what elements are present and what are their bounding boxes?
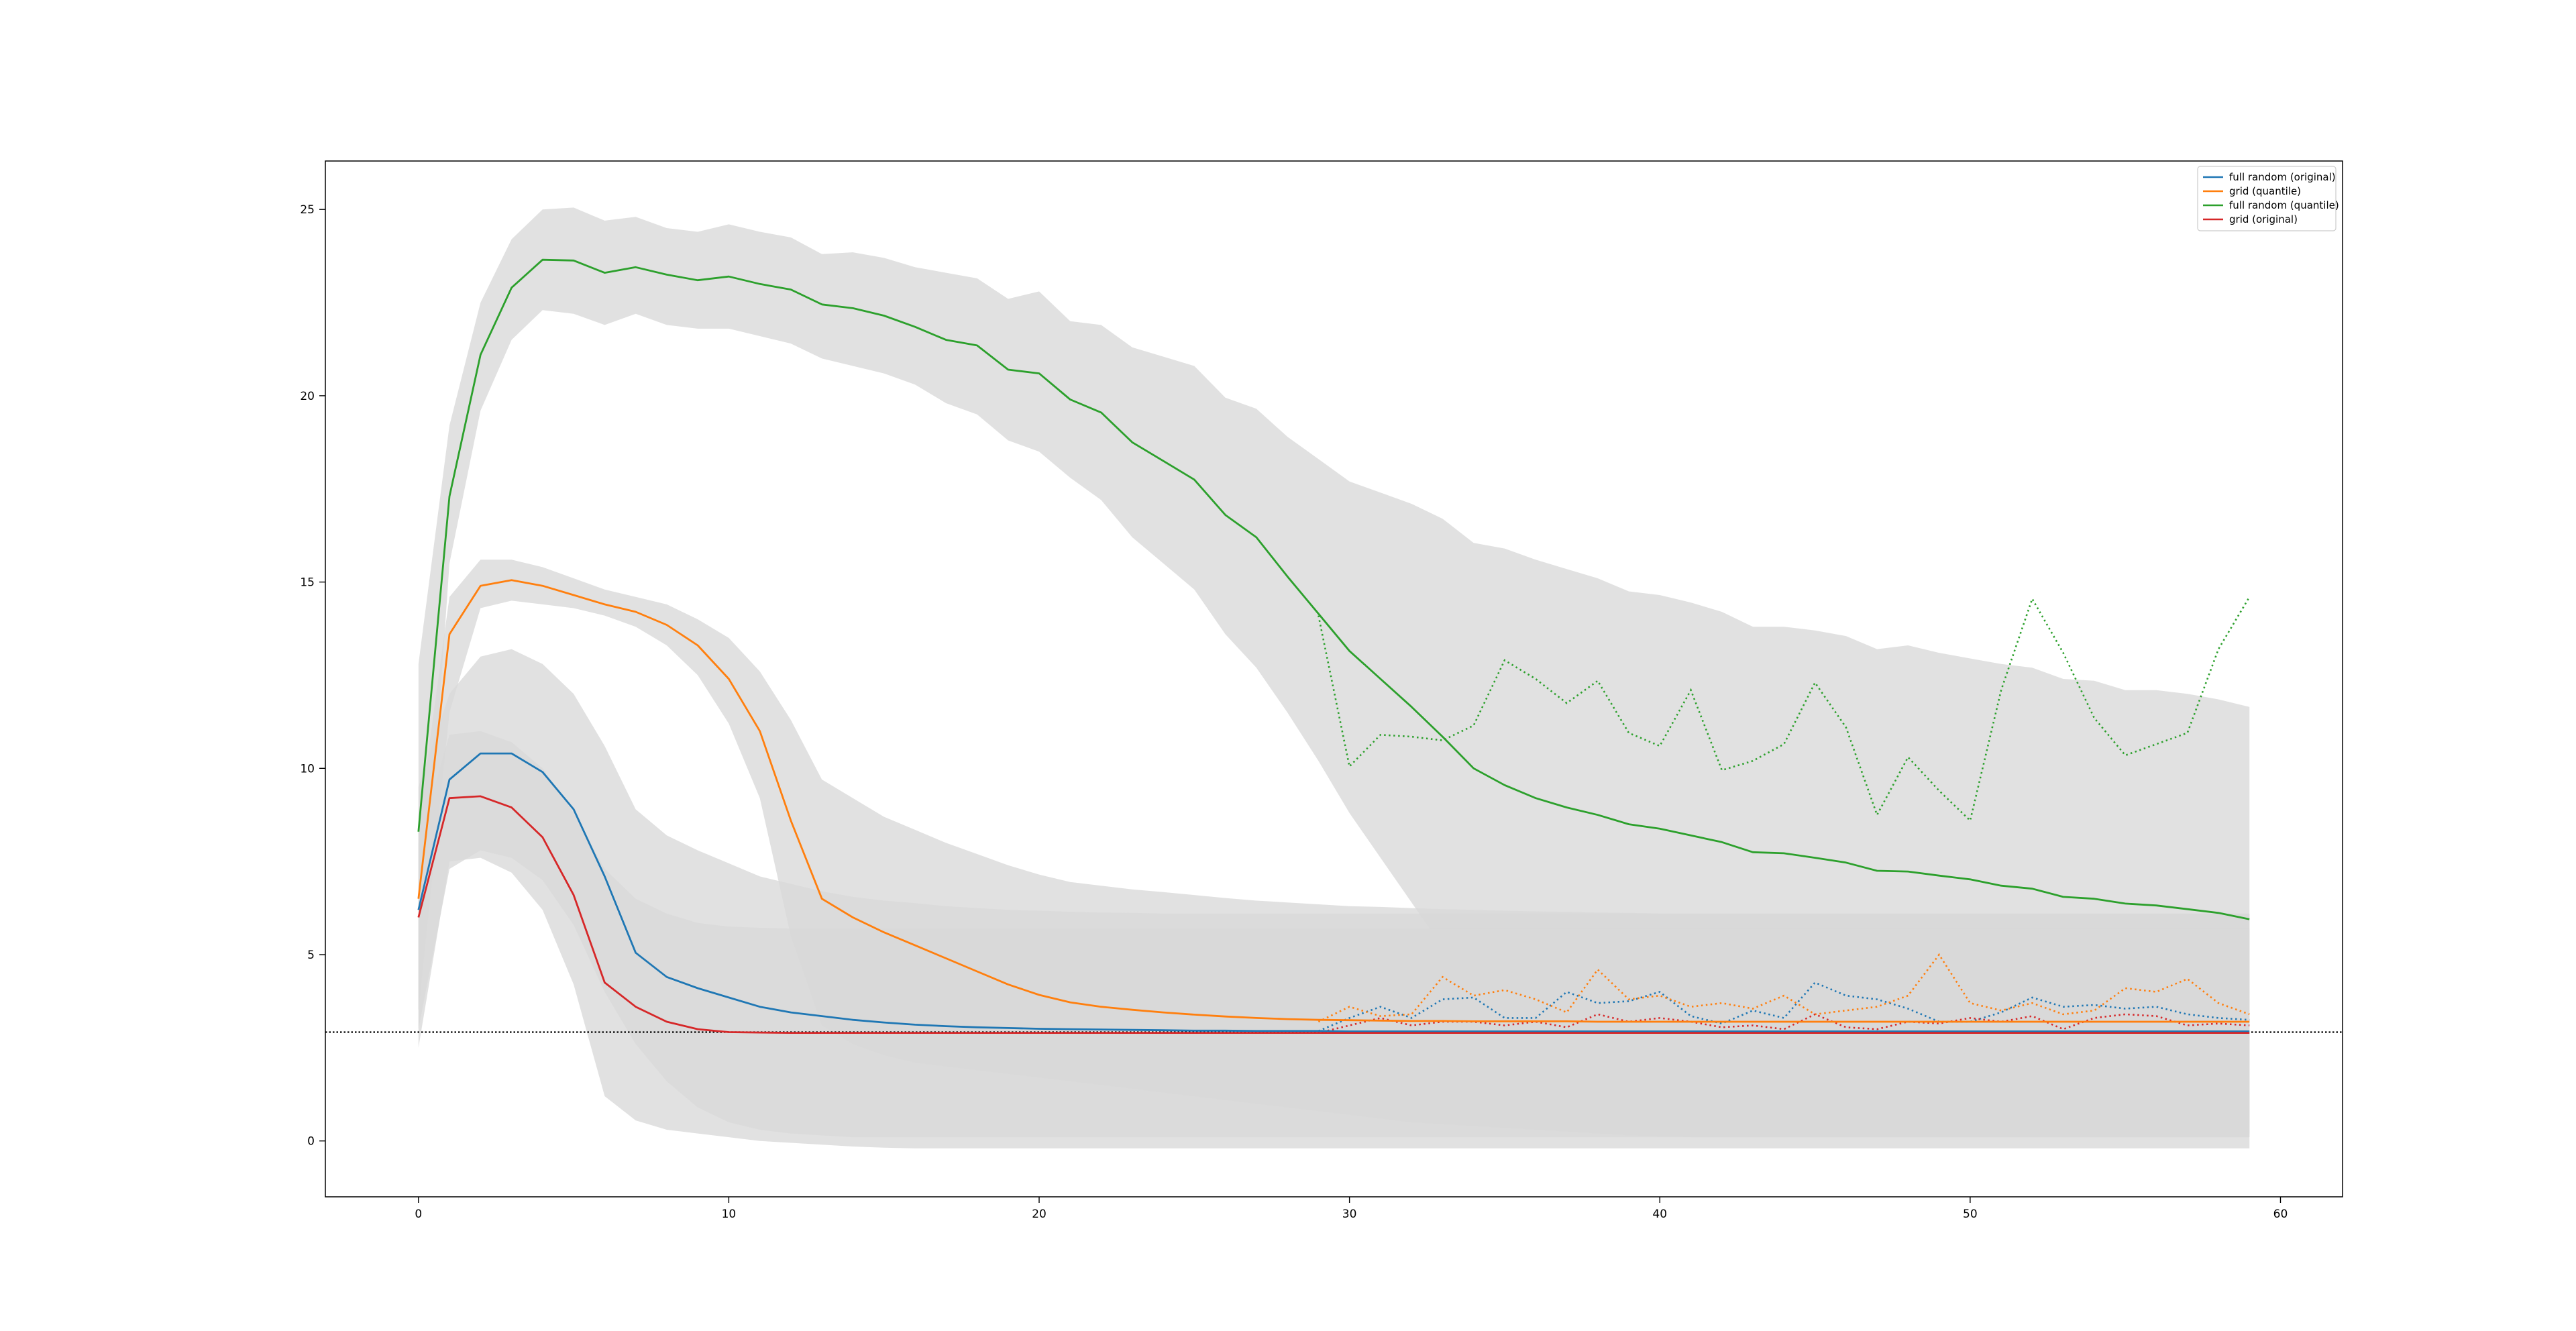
x-tick-label: 20 — [1032, 1208, 1046, 1221]
y-tick-label: 20 — [300, 390, 315, 403]
y-axis: 0 5 10 15 20 25 — [300, 203, 325, 1149]
series-line-0 — [417, 752, 2250, 1032]
series-line-1 — [417, 579, 2250, 1023]
legend-label: grid (quantile) — [2229, 185, 2301, 197]
legend-label: grid (original) — [2229, 213, 2298, 225]
y-tick-label: 10 — [300, 762, 315, 776]
dotted-series-layer — [1318, 596, 2251, 1034]
legend-box — [2197, 166, 2337, 231]
plot-frame — [325, 160, 2343, 1197]
legend-label: full random (quantile) — [2229, 199, 2339, 211]
x-axis: 0 10 20 30 40 50 60 — [415, 1197, 2288, 1221]
y-tick-label: 25 — [300, 203, 315, 217]
x-tick-label: 30 — [1342, 1208, 1357, 1221]
legend-label: full random (original) — [2229, 171, 2336, 183]
y-tick-label: 5 — [307, 949, 315, 962]
y-tick-label: 15 — [300, 576, 315, 590]
confidence-band-0 — [418, 207, 2250, 1134]
x-tick-label: 0 — [415, 1208, 422, 1221]
x-tick-label: 50 — [1963, 1208, 1978, 1221]
series-lines-layer — [417, 258, 2250, 1034]
x-tick-label: 10 — [722, 1208, 737, 1221]
confidence-band-3 — [418, 731, 2250, 1138]
y-tick-label: 0 — [307, 1135, 315, 1149]
x-tick-label: 60 — [2273, 1208, 2288, 1221]
x-tick-label: 40 — [1652, 1208, 1667, 1221]
series-line-2 — [417, 258, 2250, 920]
legend: full random (original) grid (quantile) ful… — [2197, 166, 2339, 231]
confidence-bands — [418, 207, 2250, 1149]
series-line-3 — [417, 795, 2250, 1034]
dotted-series-2 — [1318, 953, 2250, 1023]
